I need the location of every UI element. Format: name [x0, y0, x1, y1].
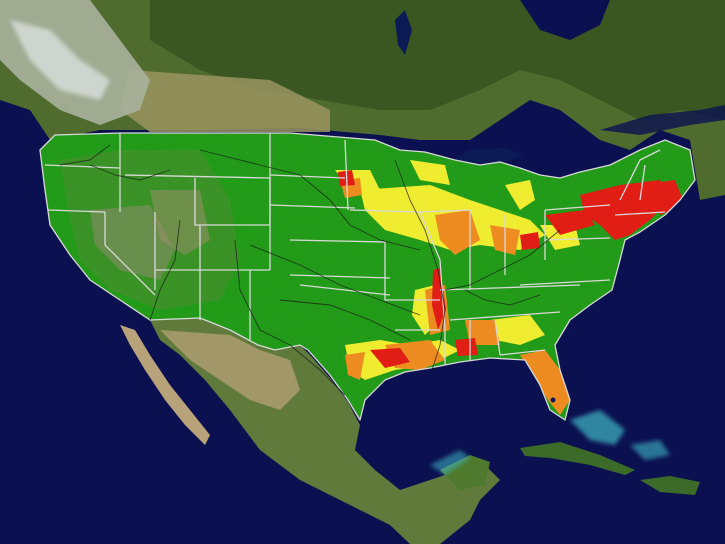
- cuba: [520, 442, 635, 475]
- border-mo: [384, 242, 440, 301]
- st-lawrence: [600, 105, 725, 135]
- bahamas-shallow-2: [630, 440, 670, 460]
- border-va-nc: [519, 279, 611, 286]
- border-ma: [614, 211, 666, 216]
- hudson-bay: [520, 0, 610, 40]
- border-nd-sd: [269, 174, 346, 179]
- border-pa-ny: [544, 204, 611, 211]
- rio-grande: [234, 239, 346, 396]
- gulf-of-california: [140, 330, 210, 425]
- border-sd-ne: [269, 204, 356, 209]
- border-al-ga: [494, 319, 501, 356]
- border-ks-ok: [289, 274, 391, 279]
- ohio-river: [444, 229, 561, 291]
- snow-caps: [10, 20, 110, 100]
- border-wa-or: [44, 164, 121, 169]
- bahamas-shallow: [570, 410, 625, 445]
- hispaniola: [640, 476, 700, 495]
- border-ok-tx: [299, 284, 391, 296]
- border-ne-ks: [289, 239, 386, 243]
- arkansas-river: [249, 244, 421, 316]
- border-new-england: [619, 149, 661, 201]
- border-ky-tn: [439, 284, 581, 291]
- border-mt-south: [124, 174, 271, 179]
- border-wi-il: [419, 209, 471, 213]
- red-river: [279, 299, 411, 341]
- columbia-river: [59, 144, 111, 166]
- lake-okeechobee: [550, 397, 556, 403]
- border-or-ca: [47, 209, 106, 213]
- rivers: [59, 144, 561, 396]
- border-ca-nv: [104, 212, 156, 296]
- border-ga-fl: [499, 349, 546, 356]
- mexico-desert: [160, 330, 300, 410]
- colorado-river: [149, 219, 181, 321]
- border-tn-south: [449, 311, 561, 321]
- us-outline: [39, 132, 696, 421]
- border-vt-nh: [639, 164, 646, 201]
- border-ia: [349, 209, 421, 213]
- mississippi-river: [394, 159, 446, 371]
- border-pa-south: [544, 237, 611, 241]
- tennessee-river: [464, 289, 541, 306]
- prairie: [120, 70, 330, 132]
- yucatan-shallow: [430, 450, 470, 475]
- border-mn-west: [344, 139, 349, 211]
- baja-california: [120, 325, 210, 445]
- lake-winnipeg: [395, 10, 412, 55]
- missouri-river: [199, 149, 421, 251]
- snake-river: [89, 164, 171, 181]
